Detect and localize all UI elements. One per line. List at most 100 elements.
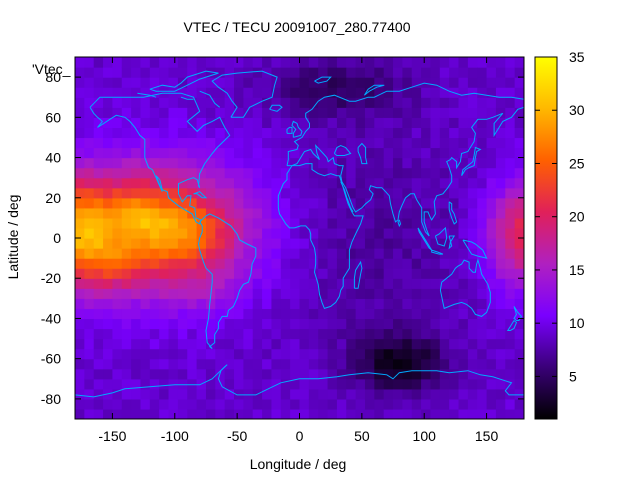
- heatmap-cell: [224, 408, 235, 419]
- heatmap-cell: [327, 398, 338, 410]
- heatmap-cell: [177, 308, 188, 320]
- heatmap-cell: [103, 288, 114, 299]
- heatmap-cell: [486, 197, 497, 209]
- heatmap-cell: [196, 77, 207, 88]
- heatmap-cell: [393, 388, 403, 400]
- heatmap-cell: [355, 378, 366, 390]
- heatmap-cell: [262, 318, 273, 330]
- heatmap-cell: [318, 328, 329, 340]
- heatmap-cell: [103, 268, 114, 279]
- heatmap-cell: [411, 238, 422, 249]
- y-tick-label: -20: [41, 270, 61, 286]
- heatmap-cell: [514, 137, 524, 149]
- heatmap-cell: [187, 67, 198, 78]
- heatmap-cell: [486, 248, 497, 259]
- heatmap-cell: [140, 167, 151, 179]
- heatmap-cell: [271, 268, 282, 279]
- heatmap-cell: [252, 398, 263, 410]
- heatmap-cell: [177, 177, 188, 189]
- heatmap-cell: [421, 207, 432, 219]
- heatmap-cell: [84, 328, 95, 340]
- heatmap-cell: [364, 288, 375, 299]
- heatmap-cell: [84, 77, 95, 88]
- heatmap-cell: [103, 97, 114, 108]
- heatmap-cell: [159, 177, 170, 189]
- heatmap-cell: [168, 378, 179, 390]
- heatmap-cell: [458, 117, 469, 128]
- coastline-south-america: [197, 213, 257, 349]
- heatmap-cell: [243, 358, 254, 370]
- heatmap-cell: [93, 388, 104, 400]
- heatmap-cell: [140, 117, 151, 128]
- heatmap-cell: [402, 177, 413, 189]
- heatmap-cell: [402, 408, 413, 419]
- heatmap-cell: [159, 137, 170, 149]
- colorbar-tick-label: 30: [569, 102, 585, 118]
- heatmap-cell: [84, 97, 95, 108]
- heatmap-cell: [103, 117, 114, 128]
- heatmap-cell: [514, 268, 524, 279]
- heatmap-cell: [140, 398, 151, 410]
- heatmap-cell: [252, 358, 263, 370]
- heatmap-cell: [374, 318, 385, 330]
- heatmap-cell: [364, 67, 375, 78]
- heatmap-cell: [149, 328, 160, 340]
- heatmap-cell: [280, 147, 291, 159]
- heatmap-cell: [364, 278, 375, 289]
- heatmap-cell: [393, 107, 403, 118]
- heatmap-cell: [224, 217, 235, 229]
- heatmap-cell: [205, 97, 216, 108]
- heatmap-cell: [374, 107, 385, 118]
- heatmap-cell: [103, 338, 114, 350]
- heatmap-cell: [131, 167, 142, 179]
- heatmap-cell: [336, 127, 347, 139]
- heatmap-cell: [149, 358, 160, 370]
- heatmap-cell: [205, 358, 216, 370]
- heatmap-cell: [140, 378, 151, 390]
- heatmap-cell: [421, 328, 432, 340]
- heatmap-cell: [131, 288, 142, 299]
- heatmap-cell: [411, 177, 422, 189]
- heatmap-cell: [196, 278, 207, 289]
- heatmap-cell: [290, 127, 301, 139]
- heatmap-cell: [449, 268, 460, 279]
- heatmap-cell: [131, 177, 142, 189]
- heatmap-cell: [271, 358, 282, 370]
- heatmap-cell: [364, 338, 375, 350]
- heatmap-cell: [93, 398, 104, 410]
- heatmap-cell: [205, 77, 216, 88]
- colorbar: [534, 56, 558, 420]
- heatmap-cell: [308, 127, 319, 139]
- heatmap-cell: [262, 227, 273, 239]
- heatmap-cell: [346, 97, 357, 108]
- heatmap-cell: [159, 187, 170, 199]
- heatmap-cell: [374, 378, 385, 390]
- heatmap-cell: [75, 107, 85, 118]
- heatmap-cell: [439, 268, 450, 279]
- heatmap-cell: [205, 328, 216, 340]
- coastline-caspian: [357, 142, 368, 165]
- heatmap-cell: [449, 167, 460, 179]
- heatmap-cell: [177, 147, 188, 159]
- heatmap-cell: [411, 67, 422, 78]
- heatmap-cell: [112, 328, 123, 340]
- heatmap-cell: [355, 278, 366, 289]
- heatmap-cell: [449, 318, 460, 330]
- heatmap-cell: [458, 127, 469, 139]
- coastline-svalbard: [314, 76, 385, 96]
- heatmap-cell: [439, 97, 450, 108]
- heatmap-cell: [75, 238, 85, 249]
- heatmap-cell: [252, 187, 263, 199]
- heatmap-cell: [327, 67, 338, 78]
- x-tick-label: -100: [161, 428, 189, 444]
- heatmap-cell: [103, 167, 114, 179]
- heatmap-cell: [112, 268, 123, 279]
- heatmap-cell: [290, 67, 301, 78]
- heatmap-cell: [458, 328, 469, 340]
- heatmap-cell: [346, 408, 357, 419]
- coastline-black-sea: [333, 144, 352, 156]
- heatmap-cell: [243, 308, 254, 320]
- heatmap-cell: [75, 358, 85, 370]
- heatmap-cell: [131, 298, 142, 309]
- heatmap-cell: [318, 207, 329, 219]
